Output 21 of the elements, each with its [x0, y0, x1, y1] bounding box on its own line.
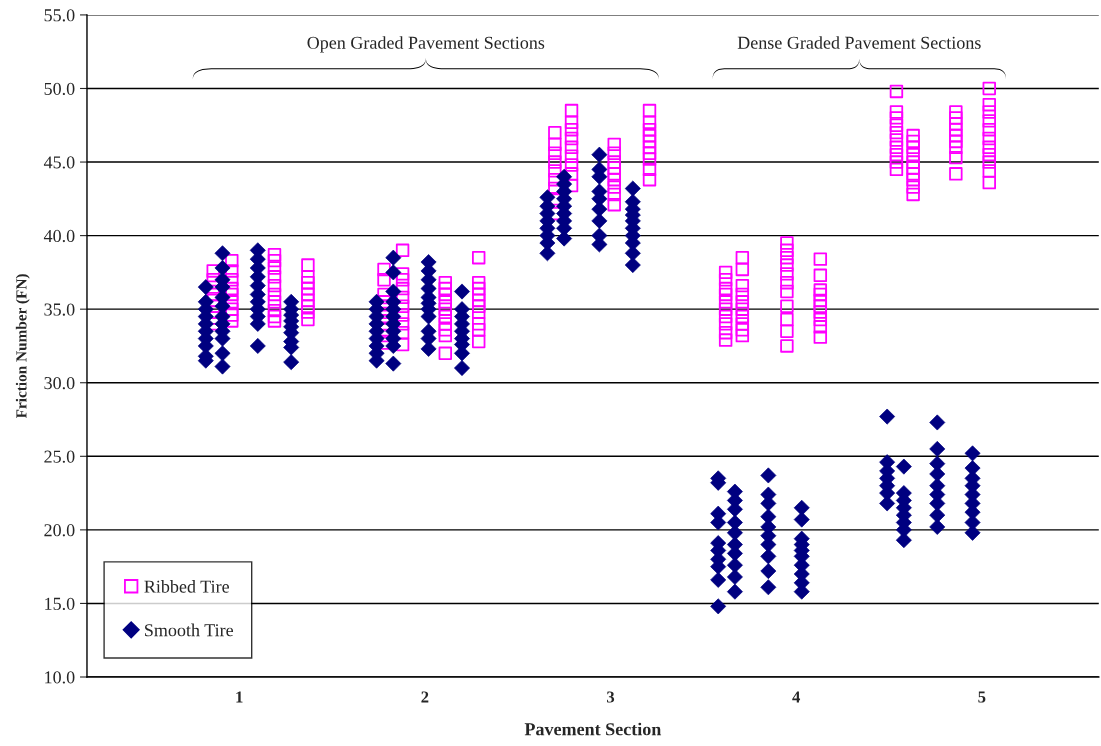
y-tick-label: 55.0 — [44, 9, 75, 22]
y-tick-label: 15.0 — [45, 597, 75, 610]
y-tick-label: 35.0 — [44, 303, 75, 316]
annotation: Open Graded Pavement Sections — [307, 36, 545, 53]
y-tick-label: 45.0 — [43, 156, 75, 169]
legend-label: Ribbed Tire — [144, 580, 229, 593]
y-tick-label: 10.0 — [45, 671, 75, 684]
x-axis-title: Pavement Section — [524, 722, 662, 736]
y-axis-title: Friction Number (FN) — [15, 274, 30, 419]
y-tick-label: 30.0 — [44, 377, 75, 390]
x-tick-label: 2 — [421, 691, 429, 703]
x-tick-label: 1 — [236, 691, 243, 703]
y-tick-label: 20.0 — [44, 524, 75, 537]
annotation: Dense Graded Pavement Sections — [737, 36, 981, 49]
y-tick-label: 25.0 — [44, 450, 75, 463]
y-tick-label: 40.0 — [43, 229, 75, 243]
x-tick-label: 3 — [606, 691, 615, 703]
legend-label: Smooth Tire — [145, 623, 234, 637]
x-tick-label: 5 — [978, 691, 986, 703]
y-tick-label: 50.0 — [44, 82, 75, 96]
x-tick-label: 4 — [792, 691, 801, 703]
